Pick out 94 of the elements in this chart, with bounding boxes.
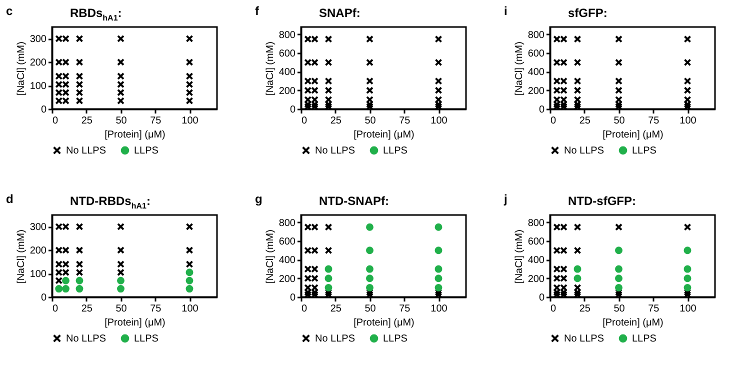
x-axis-title: [Protein] (μM) (602, 318, 664, 328)
y-tick-label: 600 (278, 48, 296, 60)
y-tick-label: 200 (278, 86, 296, 97)
legend-label: No LLPS (564, 333, 604, 344)
legend-label: No LLPS (66, 145, 106, 156)
y-tick-label: 0 (290, 104, 296, 116)
chart-title: RBDs$_{hA1}$: (70, 6, 122, 22)
x-tick-label: 0 (550, 116, 556, 126)
x-tick-label: 50 (116, 304, 128, 314)
legend-label: LLPS (632, 333, 657, 344)
x-tick-label: 25 (81, 304, 93, 314)
legend-label: LLPS (632, 145, 657, 156)
x-tick-label: 100 (430, 304, 448, 314)
chart-title: SNAPf: (319, 6, 360, 20)
text: i (504, 4, 508, 18)
y-tick-label: 300 (30, 222, 47, 234)
x-tick-label: 25 (579, 116, 591, 126)
text: f (255, 4, 259, 18)
text: g (255, 192, 262, 206)
y-axis-title: [NaCl] (mM) (514, 42, 525, 96)
legend-label: No LLPS (315, 333, 356, 344)
y-tick-label: 800 (528, 30, 545, 41)
x-tick-label: 50 (364, 116, 376, 126)
y-tick-label: 600 (278, 236, 296, 248)
x-tick-label: 75 (399, 116, 411, 126)
chart-title: NTD-SNAPf: (319, 194, 389, 208)
text: c (6, 4, 13, 18)
x-tick-label: 50 (614, 304, 626, 314)
x-tick-label: 75 (648, 116, 660, 126)
x-tick-label: 75 (399, 304, 411, 314)
y-axis-title: [NaCl] (mM) (16, 230, 27, 284)
y-tick-label: 200 (278, 274, 296, 285)
y-tick-label: 0 (538, 292, 545, 304)
y-tick-label: 800 (528, 218, 545, 229)
x-axis-title: [Protein] (μM) (354, 318, 414, 328)
x-tick-label: 25 (330, 304, 342, 314)
y-tick-label: 100 (30, 269, 47, 280)
y-tick-label: 0 (290, 292, 296, 304)
x-tick-label: 100 (182, 304, 199, 314)
x-tick-label: 75 (648, 304, 660, 314)
x-tick-label: 25 (81, 116, 93, 126)
y-tick-label: 800 (278, 30, 296, 41)
x-tick-label: 25 (330, 116, 342, 126)
x-tick-label: 25 (579, 304, 591, 314)
x-tick-label: 75 (150, 116, 162, 126)
legend-label: No LLPS (315, 145, 356, 156)
legend-label: LLPS (134, 145, 159, 156)
legend-label: LLPS (383, 333, 408, 344)
y-tick-label: 200 (30, 58, 47, 69)
x-axis-title: [Protein] (μM) (602, 130, 664, 140)
y-tick-label: 200 (528, 86, 545, 97)
y-axis-title: [NaCl] (mM) (264, 42, 276, 96)
legend-label: LLPS (134, 333, 159, 344)
text: j (504, 192, 508, 206)
x-tick-label: 50 (614, 116, 626, 126)
x-tick-label: 100 (680, 304, 697, 314)
legend-label: No LLPS (66, 333, 106, 344)
x-tick-label: 100 (182, 116, 199, 126)
x-tick-label: 0 (302, 304, 308, 314)
x-axis-title: [Protein] (μM) (104, 130, 166, 140)
x-tick-label: 50 (364, 304, 376, 314)
text: d (6, 192, 14, 206)
y-tick-label: 0 (40, 104, 47, 116)
y-tick-label: 400 (278, 255, 296, 266)
y-axis-title: [NaCl] (mM) (514, 230, 525, 284)
legend-label: No LLPS (564, 145, 604, 156)
y-tick-label: 200 (528, 274, 545, 285)
y-tick-label: 600 (528, 48, 545, 60)
x-tick-label: 75 (150, 304, 162, 314)
x-tick-label: 100 (680, 116, 697, 126)
y-axis-title: [NaCl] (mM) (264, 230, 276, 284)
y-tick-label: 600 (528, 236, 545, 248)
y-tick-label: 0 (40, 292, 47, 304)
x-tick-label: 0 (52, 304, 58, 314)
y-tick-label: 400 (278, 67, 296, 78)
y-tick-label: 100 (30, 81, 47, 92)
y-tick-label: 400 (528, 255, 545, 266)
chart-title: NTD-RBDs$_{hA1}$: (70, 194, 150, 210)
y-axis-title: [NaCl] (mM) (16, 42, 27, 96)
x-axis-title: [Protein] (μM) (354, 130, 414, 140)
legend-label: LLPS (383, 145, 408, 156)
x-tick-label: 100 (430, 116, 448, 126)
y-tick-label: 0 (538, 104, 545, 116)
chart-title: NTD-sfGFP: (568, 194, 636, 208)
y-tick-label: 400 (528, 67, 545, 78)
chart-title: sfGFP: (568, 6, 608, 20)
x-tick-label: 0 (550, 304, 556, 314)
x-tick-label: 50 (116, 116, 128, 126)
y-tick-label: 200 (30, 246, 47, 257)
x-axis-title: [Protein] (μM) (104, 318, 166, 328)
x-tick-label: 0 (52, 116, 58, 126)
y-tick-label: 800 (278, 218, 296, 229)
y-tick-label: 300 (30, 34, 47, 46)
x-tick-label: 0 (302, 116, 308, 126)
